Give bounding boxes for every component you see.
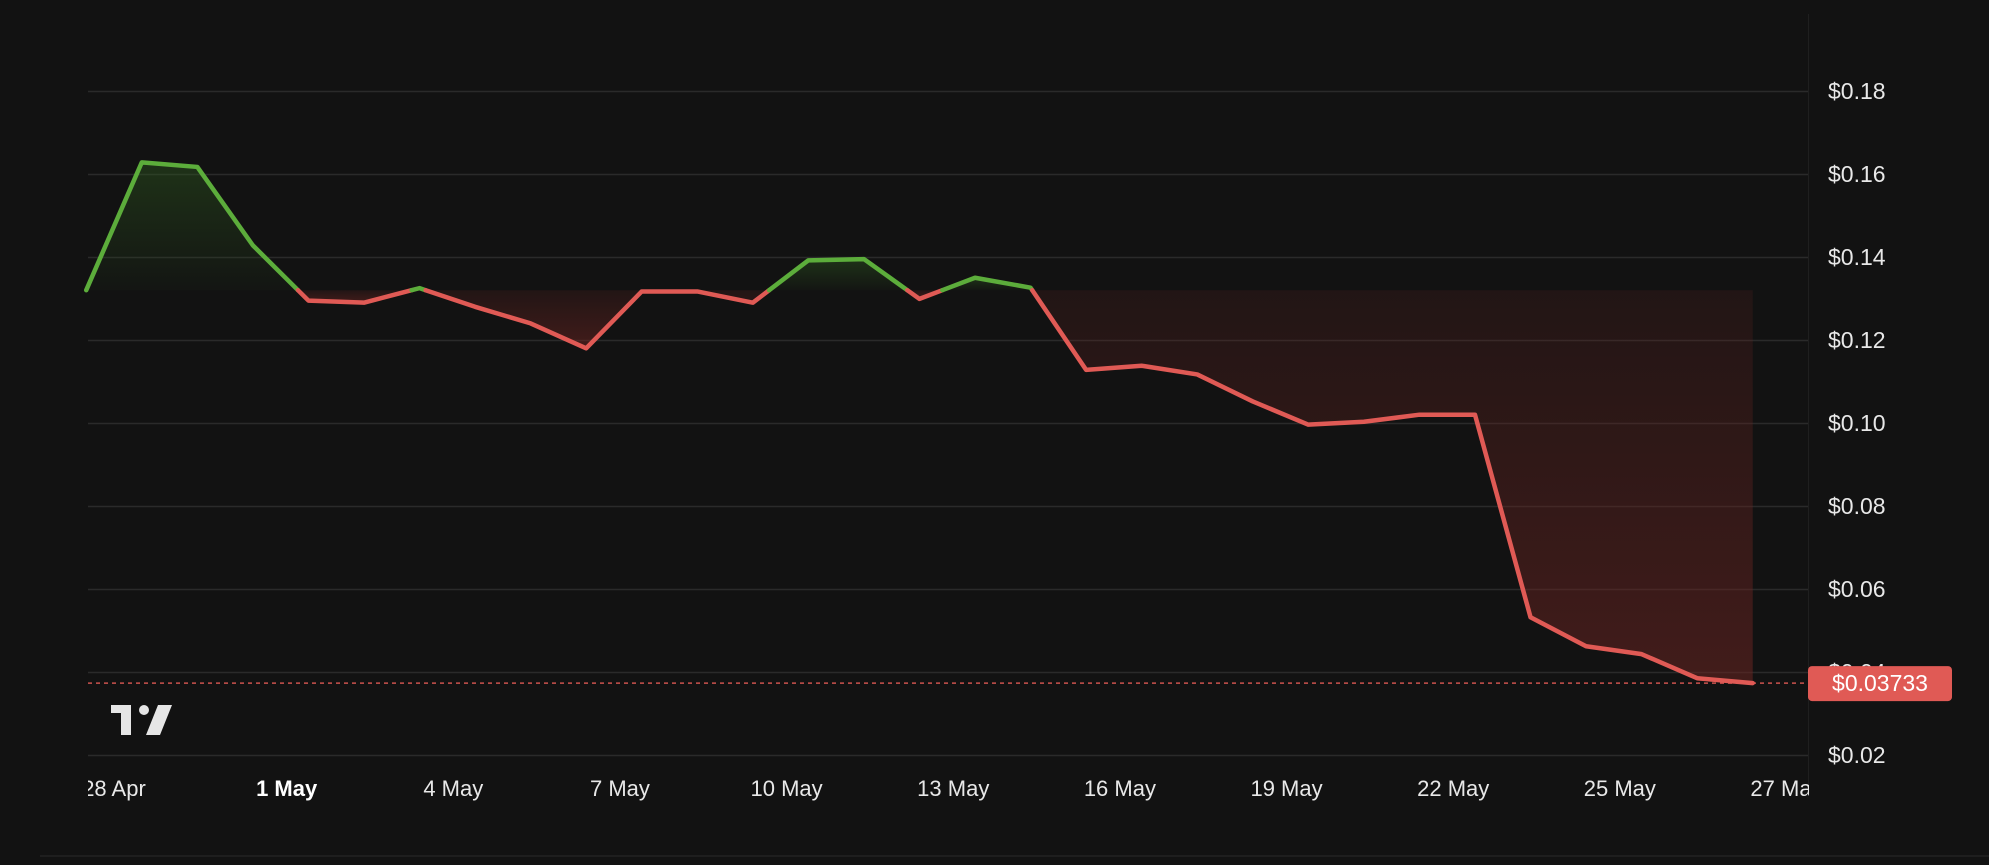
current-price-tag: $0.03733 [1808, 666, 1952, 702]
price-tick-label: $0.10 [1828, 410, 1886, 436]
area-fill [86, 162, 1753, 684]
time-tick-label: 25 May [1584, 776, 1656, 801]
price-line-down [1030, 287, 1755, 686]
price-line-up [83, 160, 301, 293]
time-tick-label: 7 May [590, 776, 650, 801]
price-line-down [295, 287, 414, 305]
time-tick-label: 22 May [1417, 776, 1489, 801]
area-fill-down [1032, 290, 1753, 684]
axis-mask-right [1809, 770, 1989, 810]
price-line-up [766, 256, 910, 293]
time-tick-label: 10 May [751, 776, 823, 801]
price-tick-label: $0.08 [1828, 493, 1886, 519]
price-tick-label: $0.02 [1828, 742, 1886, 768]
time-tick-label: 1 May [256, 776, 318, 801]
current-price-tag-bg [1808, 666, 1952, 702]
bottom-divider [40, 855, 1989, 857]
current-price-tag-label: $0.03733 [1832, 670, 1928, 696]
price-tick-label: $0.16 [1828, 161, 1886, 187]
price-axis[interactable]: $0.02$0.04$0.06$0.08$0.10$0.12$0.14$0.16… [1828, 78, 1886, 768]
time-tick-label: 16 May [1084, 776, 1156, 801]
price-tick-label: $0.18 [1828, 78, 1886, 104]
price-line-down [423, 287, 772, 351]
price-tick-label: $0.12 [1828, 327, 1886, 353]
area-fill-up [942, 277, 1033, 291]
price-line-down [905, 287, 945, 302]
price-line [83, 160, 1755, 686]
tradingview-logo-icon[interactable] [111, 705, 172, 735]
area-fill-up [86, 162, 298, 291]
grid-lines [88, 90, 1808, 757]
price-tick-label: $0.06 [1828, 576, 1886, 602]
price-tick-label: $0.14 [1828, 244, 1886, 270]
area-fill-down [425, 290, 770, 349]
time-tick-label: 19 May [1250, 776, 1322, 801]
time-axis[interactable]: 28 Apr 1 May 4 May 7 May 10 May 13 May 16 May 1… [0, 770, 1989, 810]
axis-mask-left [0, 770, 88, 810]
time-tick-label: 13 May [917, 776, 989, 801]
time-tick-label: 4 May [423, 776, 483, 801]
time-tick-label: 28 Apr [82, 776, 146, 801]
